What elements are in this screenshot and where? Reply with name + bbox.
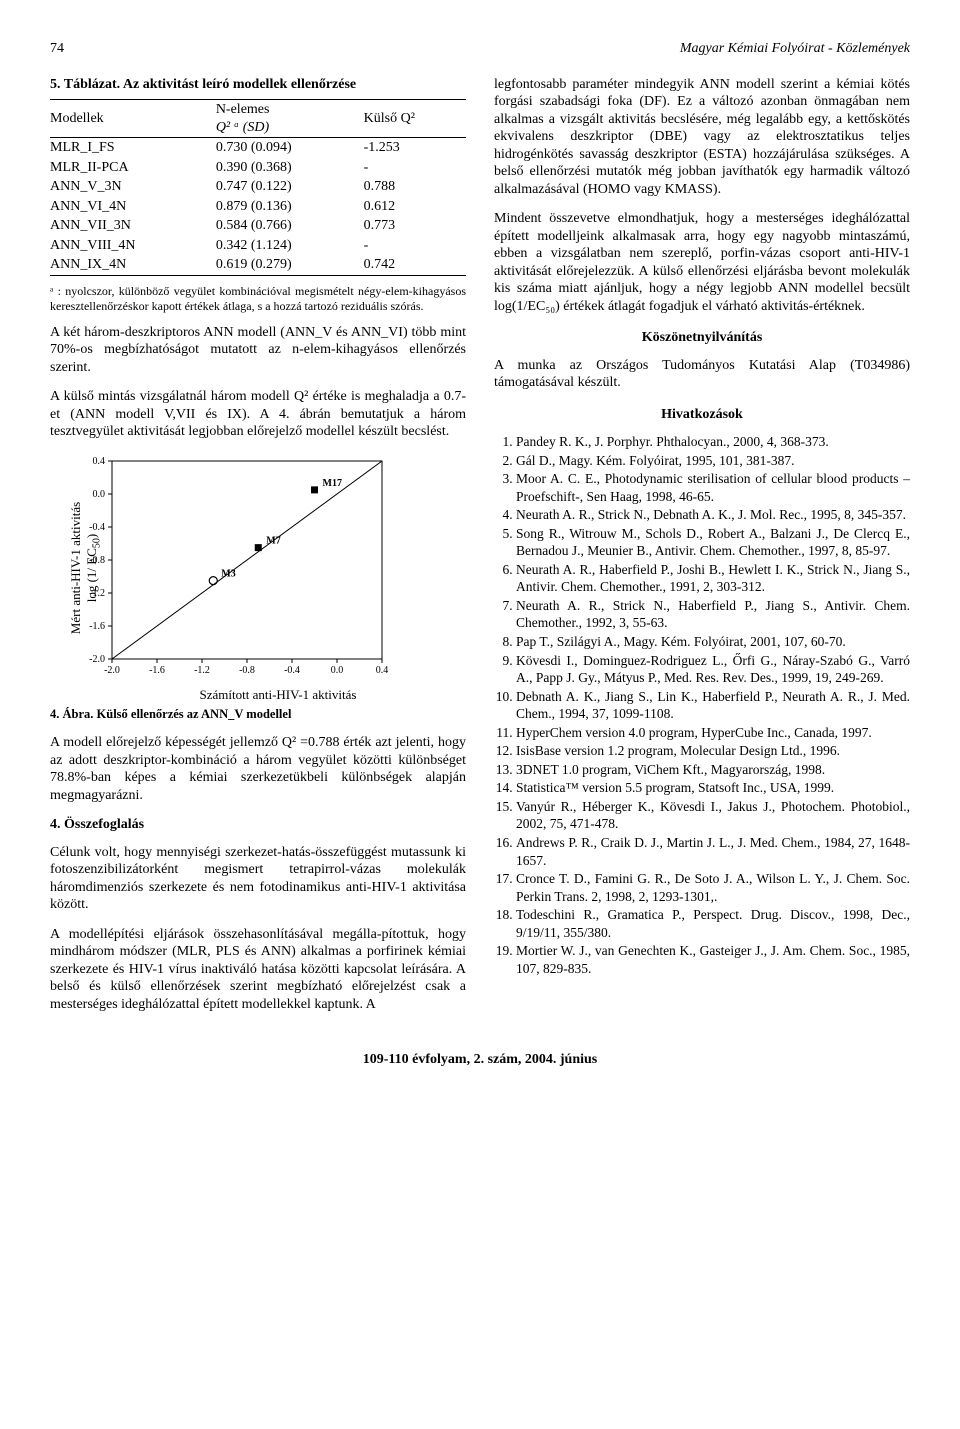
models-table: Modellek N-elemes Q² ᵃ (SD) Külső Q² MLR… (50, 99, 466, 276)
svg-text:M17: M17 (323, 477, 342, 488)
ack-title: Köszönetnyilvánítás (494, 329, 910, 347)
para-l4: Célunk volt, hogy mennyiségi szerkezet-h… (50, 844, 466, 914)
table-header-row: Modellek N-elemes Q² ᵃ (SD) Külső Q² (50, 100, 466, 138)
reference-item: Debnath A. K., Jiang S., Lin K., Haberfi… (516, 688, 910, 723)
reference-item: Statistica™ version 5.5 program, Statsof… (516, 779, 910, 797)
scatter-chart: Mért anti-HIV-1 aktivitáslog (1/ EC50) -… (70, 453, 390, 683)
right-column: legfontosabb paraméter mindegyik ANN mod… (494, 76, 910, 1026)
col-models: Modellek (50, 100, 216, 138)
left-column: 5. Táblázat. Az aktivitást leíró modelle… (50, 76, 466, 1026)
table-footnote: ᵃ : nyolcszor, különböző vegyület kombin… (50, 284, 466, 314)
svg-text:-1.2: -1.2 (194, 665, 210, 676)
svg-text:-2.0: -2.0 (89, 654, 105, 665)
col-nelemes-b: Q² ᵃ (SD) (216, 120, 269, 135)
references-list: Pandey R. K., J. Porphyr. Phthalocyan., … (494, 433, 910, 977)
table-row: MLR_I_FS0.730 (0.094)-1.253 (50, 138, 466, 158)
table-caption-text: 5. Táblázat. Az aktivitást leíró modelle… (50, 77, 356, 92)
reference-item: Cronce T. D., Famini G. R., De Soto J. A… (516, 870, 910, 905)
reference-item: HyperChem version 4.0 program, HyperCube… (516, 724, 910, 742)
col-nelemes: N-elemes Q² ᵃ (SD) (216, 100, 364, 138)
svg-text:0.4: 0.4 (93, 456, 106, 467)
svg-text:-2.0: -2.0 (104, 665, 120, 676)
svg-text:M7: M7 (266, 535, 280, 546)
refs-title: Hivatkozások (494, 406, 910, 424)
page-number: 74 (50, 40, 64, 58)
page-header: 74 Magyar Kémiai Folyóirat - Közlemények (50, 40, 910, 58)
section-4-title: 4. Összefoglalás (50, 816, 466, 834)
reference-item: IsisBase version 1.2 program, Molecular … (516, 742, 910, 760)
page-footer: 109-110 évfolyam, 2. szám, 2004. június (50, 1051, 910, 1069)
reference-item: 3DNET 1.0 program, ViChem Kft., Magyaror… (516, 761, 910, 779)
reference-item: Mortier W. J., van Genechten K., Gasteig… (516, 942, 910, 977)
footer-text: 109-110 évfolyam, 2. szám, 2004. június (363, 1052, 598, 1067)
para-l3: A modell előrejelző képességét jellemző … (50, 734, 466, 804)
reference-item: Gál D., Magy. Kém. Folyóirat, 1995, 101,… (516, 452, 910, 470)
table-row: ANN_VIII_4N0.342 (1.124)- (50, 236, 466, 256)
chart-xlabel: Számított anti-HIV-1 aktivitás (90, 687, 466, 703)
chart-ylabel: Mért anti-HIV-1 aktivitáslog (1/ EC50) (68, 501, 104, 633)
reference-item: Song R., Witrouw M., Schols D., Robert A… (516, 525, 910, 560)
reference-item: Kövesdi I., Dominguez-Rodriguez L., Őrfi… (516, 652, 910, 687)
table-row: ANN_VII_3N0.584 (0.766)0.773 (50, 216, 466, 236)
reference-item: Moor A. C. E., Photodynamic sterilisatio… (516, 470, 910, 505)
reference-item: Pap T., Szilágyi A., Magy. Kém. Folyóira… (516, 633, 910, 651)
svg-text:M3: M3 (221, 568, 235, 579)
para-l1: A két három-deszkriptoros ANN modell (AN… (50, 324, 466, 377)
reference-item: Todeschini R., Gramatica P., Perspect. D… (516, 906, 910, 941)
para-r1: legfontosabb paraméter mindegyik ANN mod… (494, 76, 910, 199)
svg-text:-0.8: -0.8 (239, 665, 255, 676)
table-row: ANN_V_3N0.747 (0.122)0.788 (50, 177, 466, 197)
svg-text:0.0: 0.0 (331, 665, 344, 676)
table-row: ANN_VI_4N0.879 (0.136)0.612 (50, 197, 466, 217)
journal-title: Magyar Kémiai Folyóirat - Közlemények (680, 40, 910, 58)
figure-caption-text: 4. Ábra. Külső ellenőrzés az ANN_V model… (50, 707, 291, 721)
svg-text:-1.6: -1.6 (149, 665, 165, 676)
reference-item: Neurath A. R., Strick N., Debnath A. K.,… (516, 506, 910, 524)
ack-body: A munka az Országos Tudományos Kutatási … (494, 357, 910, 392)
svg-text:0.4: 0.4 (376, 665, 389, 676)
reference-item: Neurath A. R., Strick N., Haberfield P.,… (516, 597, 910, 632)
col-kulso: Külső Q² (364, 100, 466, 138)
svg-text:-0.4: -0.4 (284, 665, 300, 676)
para-l5: A modellépítési eljárások összehasonlítá… (50, 926, 466, 1014)
reference-item: Vanyúr R., Héberger K., Kövesdi I., Jaku… (516, 798, 910, 833)
table-caption: 5. Táblázat. Az aktivitást leíró modelle… (50, 76, 466, 94)
reference-item: Andrews P. R., Craik D. J., Martin J. L.… (516, 834, 910, 869)
table-row: MLR_II-PCA0.390 (0.368)- (50, 158, 466, 178)
reference-item: Pandey R. K., J. Porphyr. Phthalocyan., … (516, 433, 910, 451)
figure-caption: 4. Ábra. Külső ellenőrzés az ANN_V model… (50, 707, 466, 723)
para-l2: A külső mintás vizsgálatnál három modell… (50, 388, 466, 441)
svg-text:0.0: 0.0 (93, 489, 106, 500)
reference-item: Neurath A. R., Haberfield P., Joshi B., … (516, 561, 910, 596)
table-row: ANN_IX_4N0.619 (0.279)0.742 (50, 255, 466, 275)
para-r2: Mindent összevetve elmondhatjuk, hogy a … (494, 210, 910, 315)
col-nelemes-a: N-elemes (216, 102, 270, 117)
